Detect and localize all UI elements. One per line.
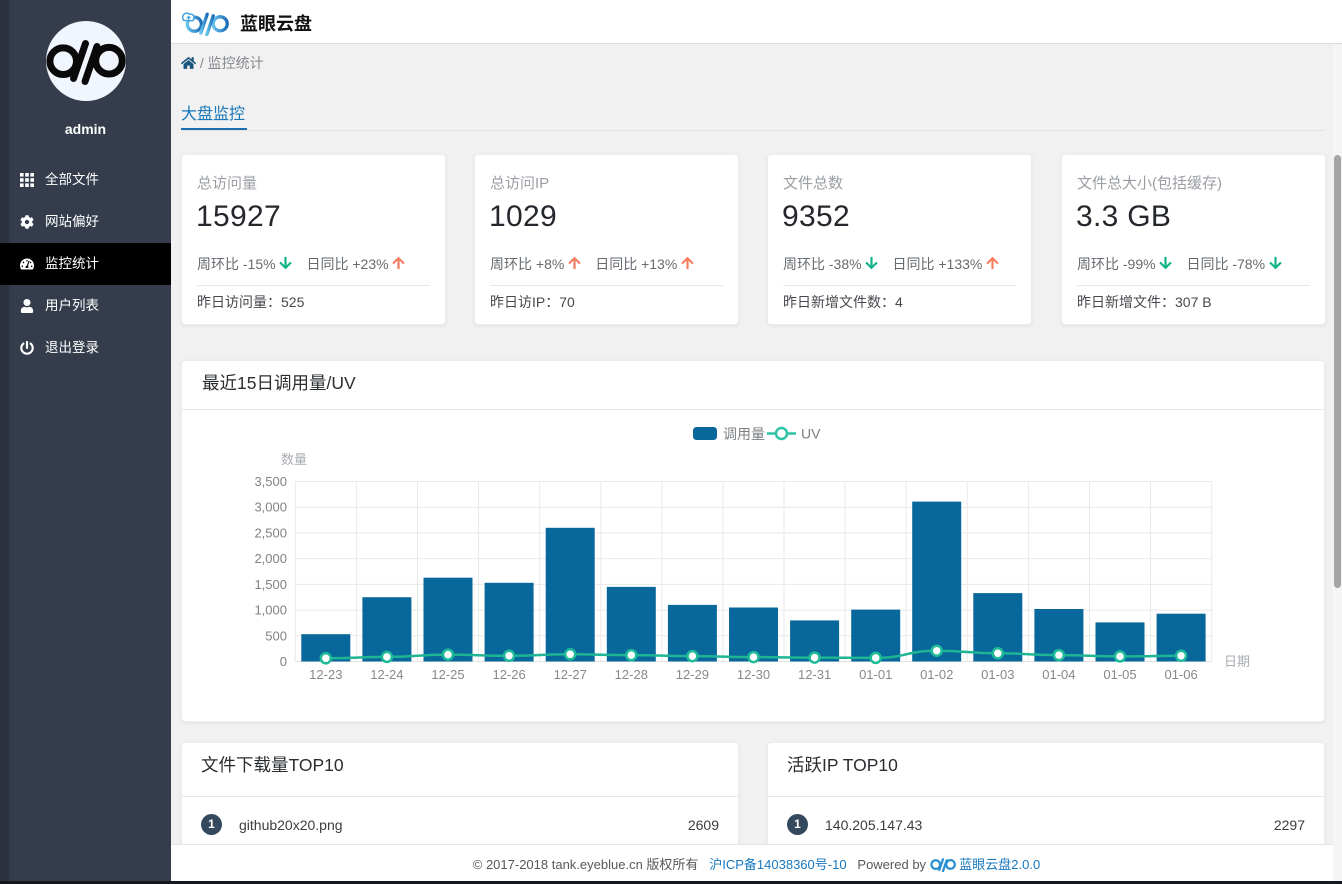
- svg-text:01-02: 01-02: [920, 667, 953, 682]
- svg-text:3,500: 3,500: [254, 474, 287, 489]
- svg-text:12-29: 12-29: [676, 667, 709, 682]
- svg-text:1,000: 1,000: [254, 603, 287, 618]
- svg-text:01-05: 01-05: [1103, 667, 1136, 682]
- svg-text:01-03: 01-03: [981, 667, 1014, 682]
- svg-text:01-01: 01-01: [859, 667, 892, 682]
- svg-text:12-31: 12-31: [798, 667, 831, 682]
- svg-text:500: 500: [265, 628, 287, 643]
- svg-text:12-25: 12-25: [431, 667, 464, 682]
- svg-text:12-30: 12-30: [737, 667, 770, 682]
- svg-text:0: 0: [280, 654, 287, 669]
- svg-text:12-24: 12-24: [370, 667, 403, 682]
- svg-text:UV: UV: [801, 426, 821, 442]
- svg-text:01-04: 01-04: [1042, 667, 1075, 682]
- svg-text:日期: 日期: [1224, 654, 1250, 669]
- svg-text:2,000: 2,000: [254, 551, 287, 566]
- svg-text:12-26: 12-26: [492, 667, 525, 682]
- svg-text:01-06: 01-06: [1164, 667, 1197, 682]
- svg-text:12-28: 12-28: [615, 667, 648, 682]
- svg-text:12-23: 12-23: [309, 667, 342, 682]
- svg-text:调用量: 调用量: [723, 426, 765, 442]
- svg-text:12-27: 12-27: [554, 667, 587, 682]
- svg-text:2,500: 2,500: [254, 525, 287, 540]
- svg-text:1,500: 1,500: [254, 577, 287, 592]
- svg-text:3,000: 3,000: [254, 500, 287, 515]
- svg-text:数量: 数量: [281, 452, 307, 467]
